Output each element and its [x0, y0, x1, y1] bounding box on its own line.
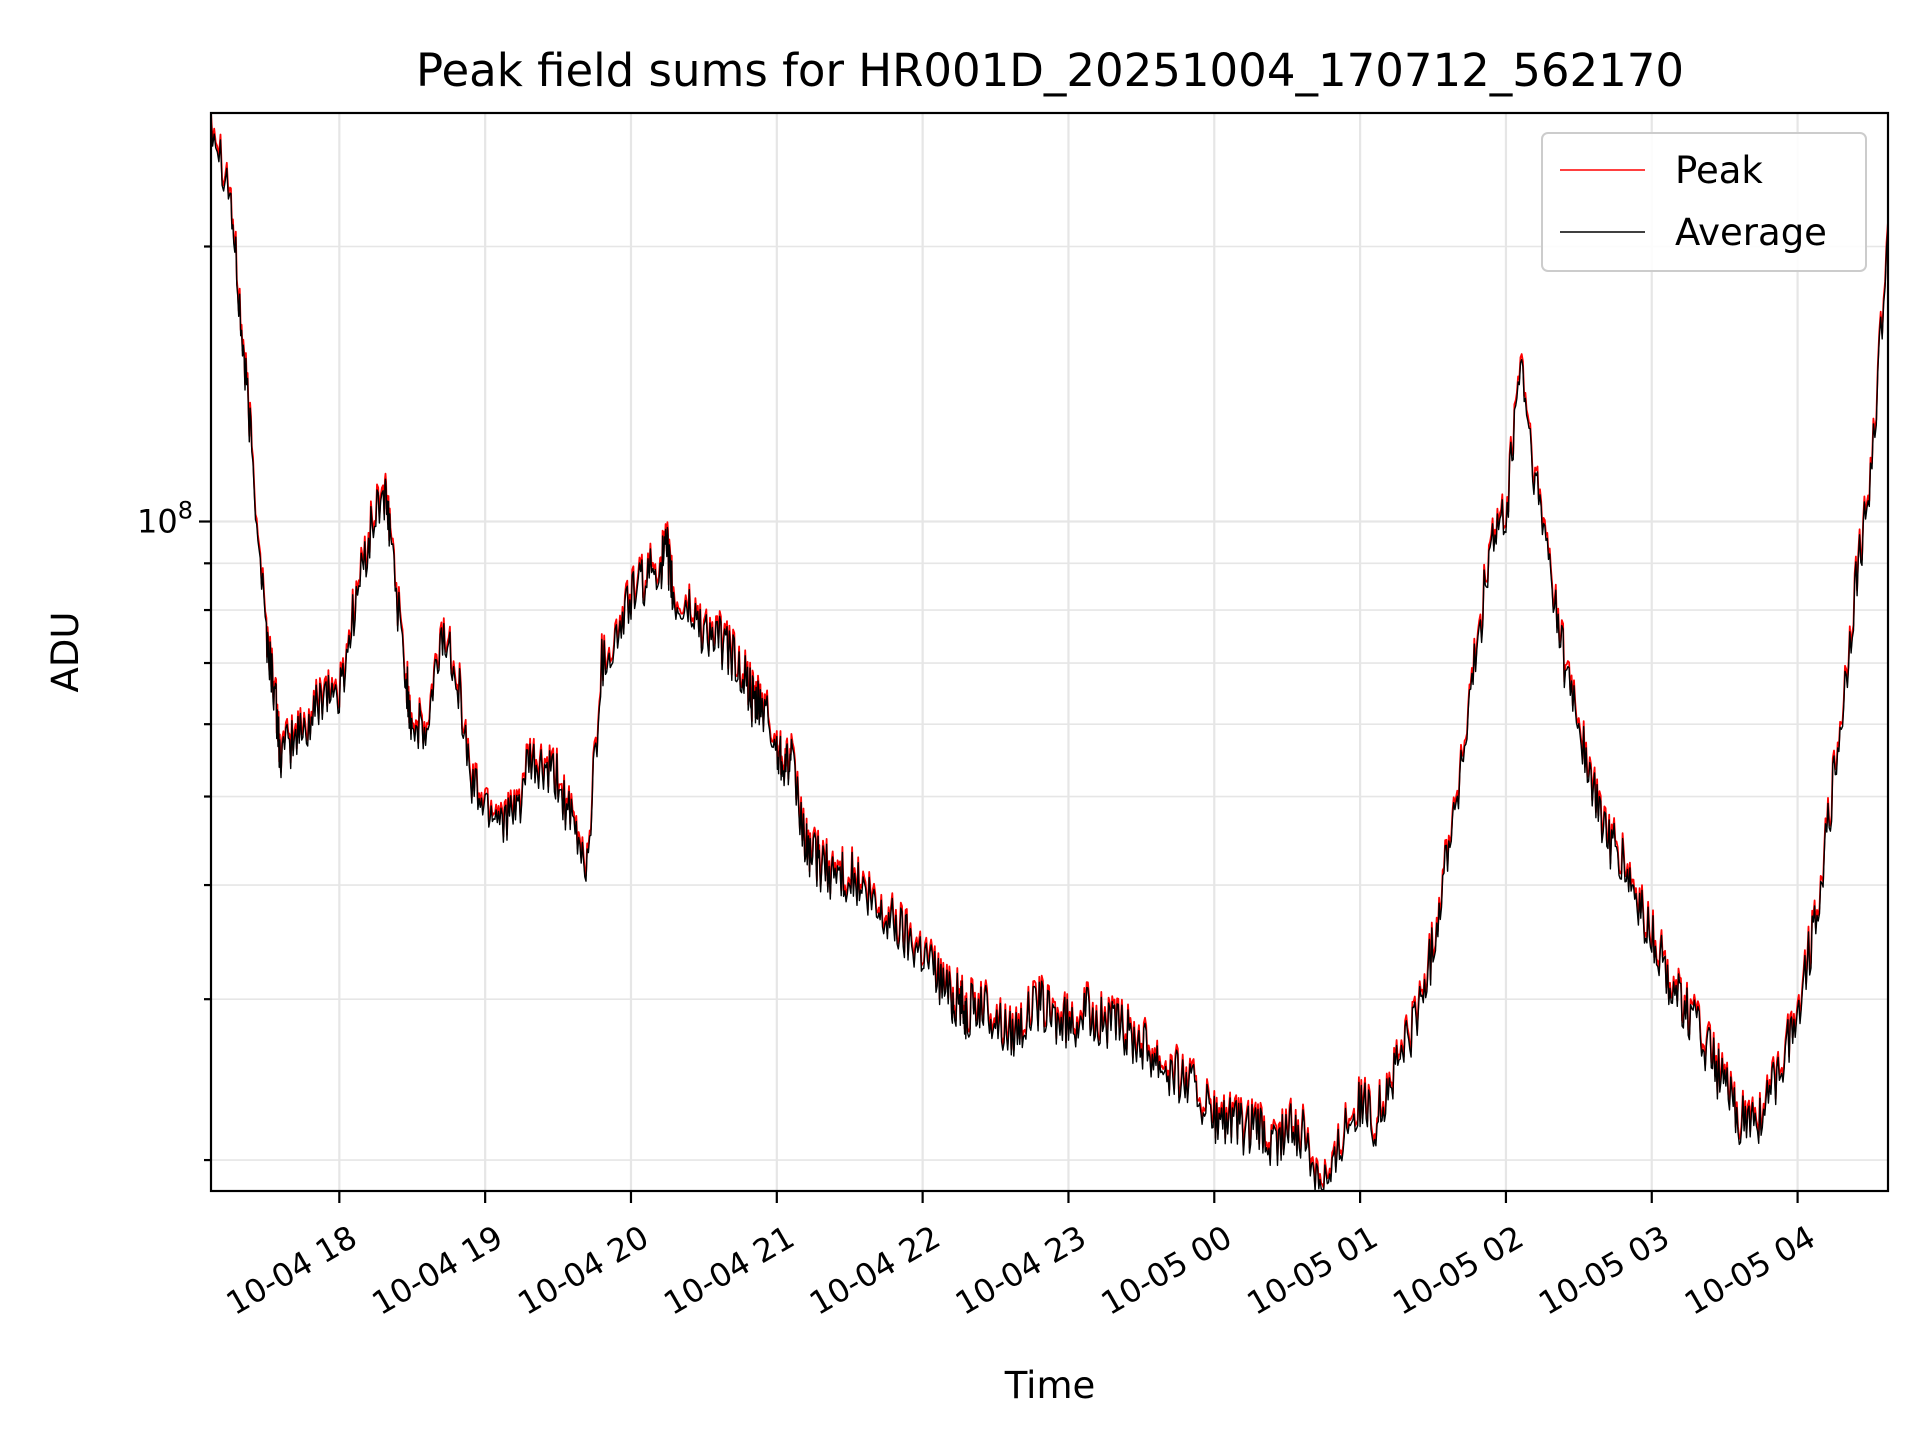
- grid-layer: [211, 113, 1888, 1191]
- series-line-peak: [210, 112, 1889, 1190]
- legend-label-peak: Peak: [1675, 149, 1763, 192]
- x-tick-label: 10-04 21: [657, 1218, 801, 1323]
- x-tick-label: 10-04 23: [949, 1218, 1093, 1323]
- x-tick-label: 10-05 02: [1386, 1218, 1530, 1323]
- y-tick-label: 108: [137, 497, 193, 541]
- x-tick-label: 10-05 03: [1532, 1218, 1676, 1323]
- plot-frame: [209, 111, 1890, 1193]
- x-tick-label: 10-04 19: [366, 1218, 510, 1323]
- x-tick-label: 10-04 18: [220, 1218, 364, 1323]
- x-tick-label: 10-04 22: [803, 1218, 947, 1323]
- y-axis-label: ADU: [44, 612, 87, 693]
- legend-box: [1541, 132, 1867, 272]
- x-tick-label: 10-05 00: [1095, 1218, 1239, 1323]
- x-axis: 10-04 18 10-04 19 10-04 20 10-04 21 10-04 22…: [220, 1191, 1822, 1323]
- x-axis-label: Time: [1004, 1364, 1096, 1407]
- series-layer: [210, 112, 1889, 1192]
- x-tick-label: 10-05 04: [1678, 1218, 1822, 1323]
- x-tick-label: 10-04 20: [511, 1218, 655, 1323]
- legend: Peak Average: [1541, 132, 1867, 272]
- series-line-average: [210, 117, 1889, 1192]
- x-tick-label: 10-05 01: [1241, 1218, 1385, 1323]
- chart-title: Peak field sums for HR001D_20251004_1707…: [416, 44, 1684, 97]
- legend-label-average: Average: [1675, 211, 1827, 254]
- y-axis: 108: [137, 245, 211, 1162]
